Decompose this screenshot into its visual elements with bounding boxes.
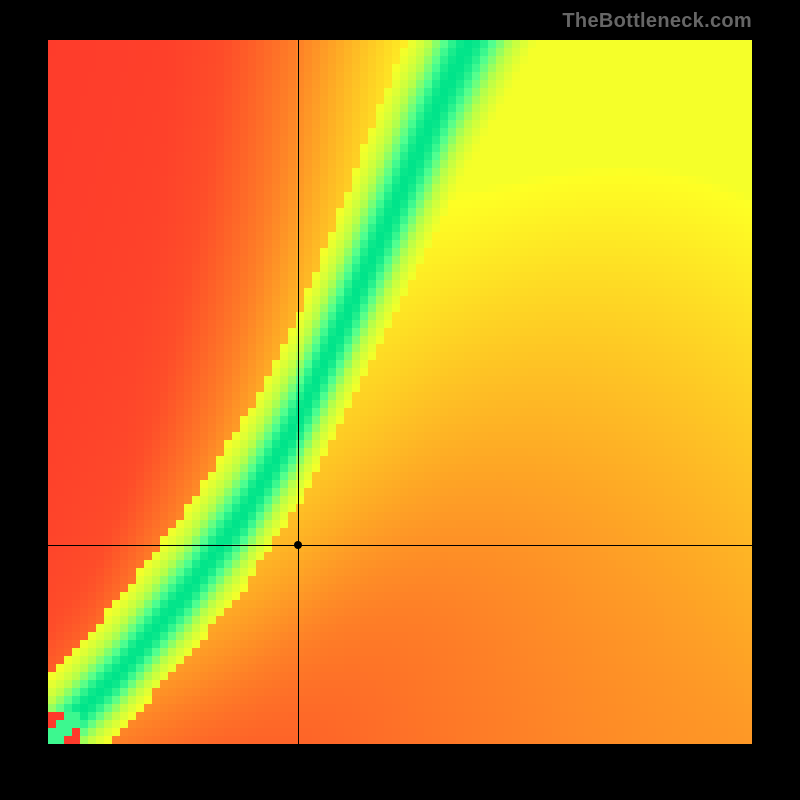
page-container: TheBottleneck.com	[0, 0, 800, 800]
heatmap-canvas	[48, 40, 752, 744]
watermark-text: TheBottleneck.com	[562, 10, 752, 33]
crosshair-horizontal	[48, 545, 752, 546]
crosshair-marker	[294, 541, 302, 549]
crosshair-vertical	[298, 40, 299, 744]
heatmap-plot	[48, 40, 752, 744]
